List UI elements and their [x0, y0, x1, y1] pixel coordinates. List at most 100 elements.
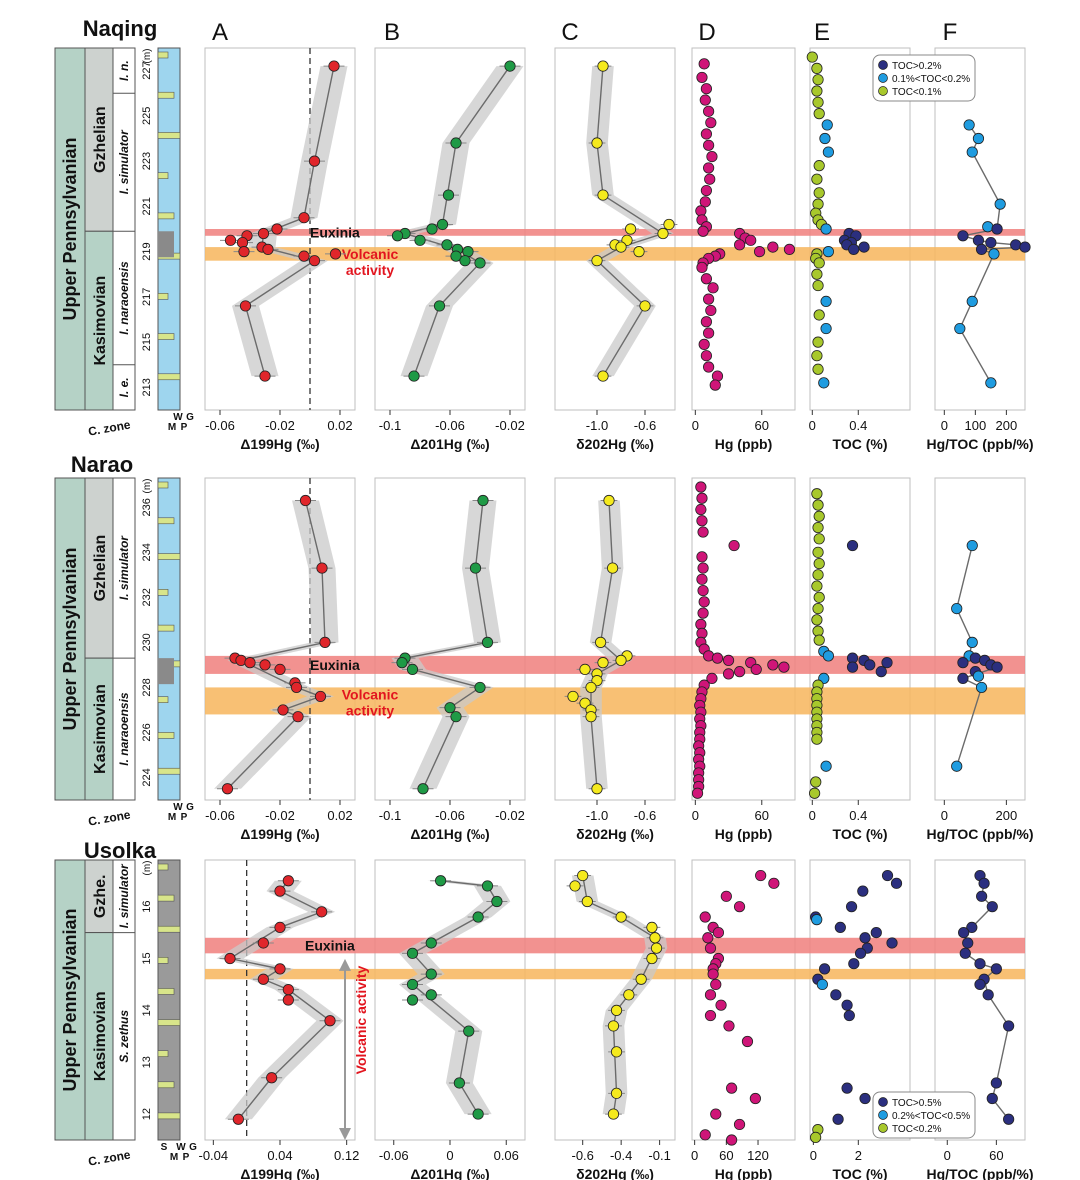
zone-label: I. simulator	[117, 129, 131, 194]
data-point	[491, 895, 503, 908]
trend-line	[595, 66, 665, 377]
data-point	[841, 1082, 853, 1094]
lithology-letter: G	[186, 802, 194, 813]
x-tick-label: 0	[692, 808, 699, 823]
depth-tick-label: 227	[141, 61, 153, 79]
trend-line	[402, 65, 511, 377]
x-tick-label: 60	[989, 1148, 1003, 1163]
data-point	[425, 968, 437, 980]
depth-tick-label: 219	[141, 242, 153, 260]
panel-letter-a: A	[212, 19, 228, 46]
data-point	[966, 146, 978, 158]
data-point	[820, 295, 832, 307]
zone-label: I. naraoensis	[117, 261, 131, 335]
data-point	[298, 212, 310, 224]
data-point	[811, 580, 823, 592]
data-point	[990, 1077, 1002, 1089]
depth-tick-label: 215	[141, 333, 153, 351]
lithology-bed	[157, 624, 175, 632]
data-point	[975, 243, 988, 255]
stage-box-lower	[84, 230, 114, 411]
panel-frame-d	[691, 859, 796, 1141]
x-tick-label: -0.02	[495, 808, 525, 823]
data-point	[615, 241, 627, 253]
data-point	[324, 1015, 336, 1027]
activity-label: activity	[346, 262, 394, 278]
data-point	[741, 1035, 754, 1048]
data-point	[812, 279, 824, 292]
lithology-bed	[157, 212, 175, 220]
legend-marker	[878, 1110, 888, 1120]
data-point	[886, 937, 898, 949]
data-point	[976, 890, 988, 902]
data-point	[830, 989, 842, 1001]
data-point	[391, 230, 404, 242]
data-point	[292, 711, 304, 723]
x-tick-label: -0.06	[379, 1148, 409, 1163]
data-point	[846, 661, 859, 673]
data-point	[723, 1020, 735, 1032]
data-point	[597, 189, 609, 201]
x-axis-label: TOC (%)	[833, 826, 888, 842]
data-point	[579, 663, 591, 675]
x-tick-label: 0	[810, 1148, 817, 1163]
data-point	[696, 261, 708, 274]
x-axis-label: Hg (ppb)	[715, 826, 773, 842]
data-point	[282, 875, 294, 887]
trend-line	[962, 875, 1010, 1120]
data-point	[238, 246, 250, 258]
legend-text: 0.2%<TOC<0.5%	[892, 1111, 970, 1122]
data-point	[236, 236, 249, 249]
x-axis-label: Hg/TOC (ppb/%)	[926, 1166, 1033, 1180]
x-tick-label: 0.4	[849, 418, 867, 433]
data-point	[282, 994, 294, 1006]
trend-line	[411, 880, 498, 1115]
data-point	[585, 711, 597, 723]
stage-upper-label: Upper Pennsylvanian	[60, 547, 80, 730]
euxinia-label: Euxinia	[310, 224, 360, 240]
x-axis-label: TOC (%)	[833, 1166, 888, 1180]
volcanic-arrow-head-top	[339, 958, 351, 971]
x-tick-label: 0	[809, 808, 816, 823]
stage-label: Kasimovian	[92, 991, 109, 1081]
data-point	[857, 885, 869, 897]
data-point	[257, 973, 269, 985]
panel-c: -1.0 -0.6 δ202Hg (‰)	[576, 60, 678, 452]
lithology-bed	[157, 863, 169, 871]
data-point	[700, 128, 712, 140]
data-point	[813, 160, 825, 172]
section-title: Narao	[71, 452, 133, 477]
lithology-letter: P	[181, 422, 188, 433]
lithology-letter: G	[189, 1142, 197, 1153]
data-point	[704, 1009, 717, 1022]
data-point	[463, 1025, 475, 1037]
x-axis-label: Δ199Hg (‰)	[240, 1166, 319, 1180]
data-point	[698, 596, 710, 608]
data-point	[569, 880, 581, 892]
x-tick-label: -0.1	[379, 418, 401, 433]
data-point	[406, 994, 419, 1006]
data-point	[298, 250, 310, 262]
data-point	[750, 663, 762, 675]
data-point	[308, 255, 321, 267]
data-point	[722, 668, 735, 680]
lithology-letter: G	[186, 412, 194, 423]
data-point	[834, 921, 846, 934]
uncertainty-band	[571, 875, 668, 1115]
data-point	[712, 926, 725, 939]
lithology-bed	[157, 293, 169, 300]
data-point	[504, 60, 516, 72]
data-point	[812, 546, 824, 558]
panel-letter-d: D	[698, 19, 715, 46]
depth-tick-label: 14	[141, 1004, 153, 1016]
data-point	[649, 932, 661, 944]
data-point	[696, 551, 708, 563]
data-point	[870, 926, 882, 939]
lithology-bed	[157, 696, 169, 703]
data-point	[990, 963, 1002, 975]
data-point	[812, 363, 824, 375]
strat-column: Upper Pennsylvanian Gzhelian Kasimovian I. …	[54, 47, 181, 411]
strat-column: Upper Pennsylvanian Gzhe. Kasimovian I. sim…	[54, 859, 181, 1141]
data-point	[726, 1134, 738, 1146]
data-point	[966, 295, 978, 307]
